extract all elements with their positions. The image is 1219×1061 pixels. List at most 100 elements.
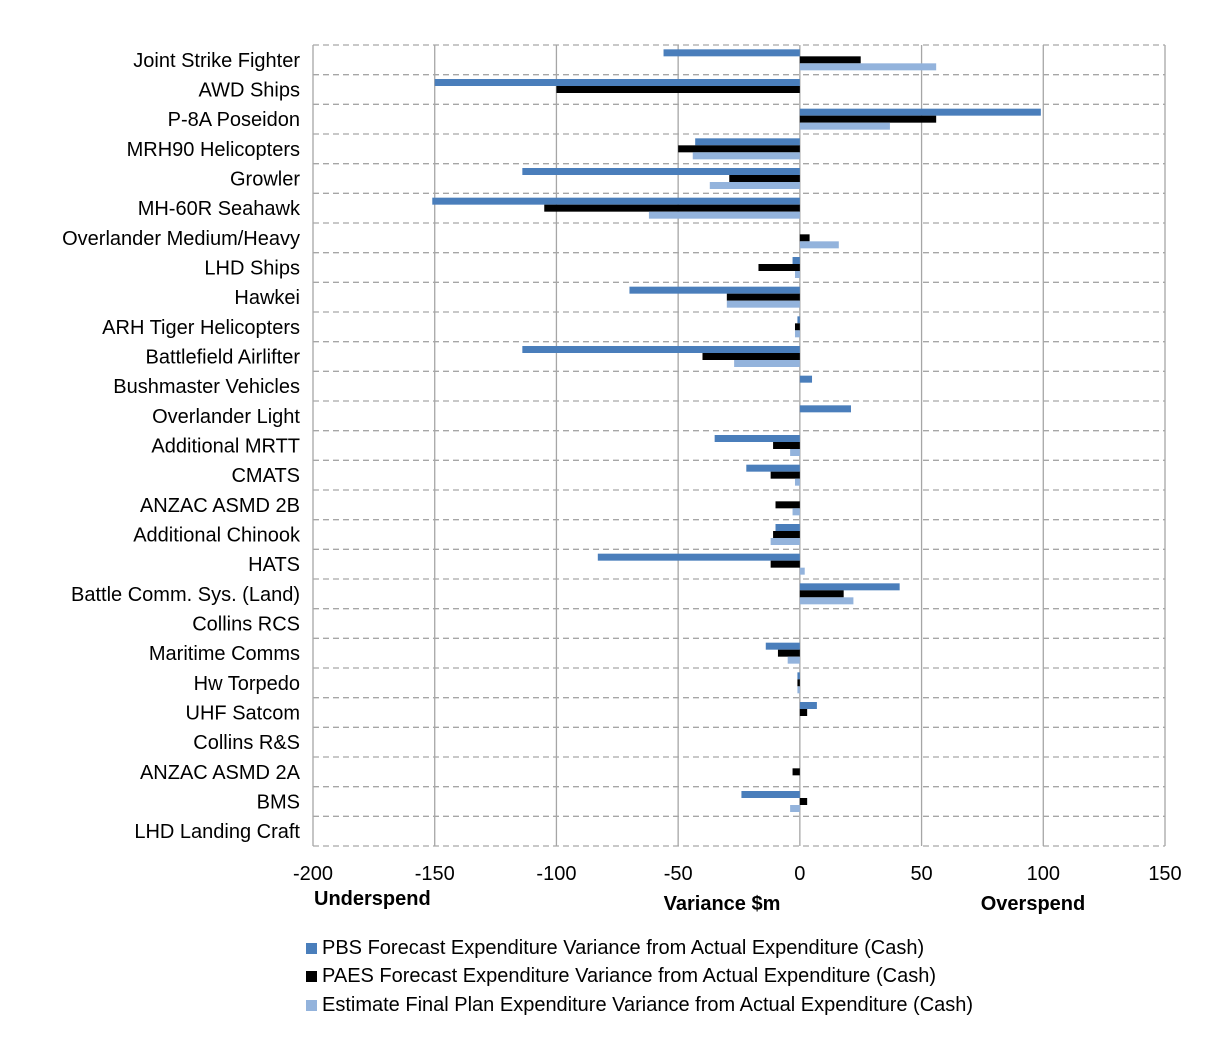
category-label: ANZAC ASMD 2B xyxy=(140,495,300,517)
bar xyxy=(799,709,808,716)
category-label: Growler xyxy=(230,169,300,191)
bar xyxy=(799,590,844,598)
legend-item: Estimate Final Plan Expenditure Variance… xyxy=(306,991,973,1020)
bar xyxy=(522,346,800,353)
x-tick-label: -50 xyxy=(664,863,693,885)
category-label: ANZAC ASMD 2A xyxy=(140,762,301,784)
overspend-label: Overspend xyxy=(981,893,1085,915)
category-label: Overlander Medium/Heavy xyxy=(62,228,300,250)
legend-swatch xyxy=(306,971,317,983)
category-label: Hw Torpedo xyxy=(194,673,300,695)
bar xyxy=(702,353,800,360)
category-label: LHD Ships xyxy=(204,258,300,280)
bar xyxy=(799,108,1041,116)
bar xyxy=(678,145,800,153)
category-label: CMATS xyxy=(231,465,300,487)
x-tick-label: -100 xyxy=(536,863,576,885)
bar xyxy=(799,56,861,64)
bar xyxy=(797,686,800,694)
category-label: HATS xyxy=(248,554,300,576)
grid-lines xyxy=(312,44,1166,847)
bar xyxy=(770,560,800,568)
bar xyxy=(765,642,800,650)
x-tick-label: -200 xyxy=(293,863,333,885)
bar xyxy=(794,330,800,338)
bar xyxy=(799,583,900,591)
bar xyxy=(777,649,800,657)
category-label: LHD Landing Craft xyxy=(134,821,300,843)
bar xyxy=(758,264,800,271)
legend-item: PBS Forecast Expenditure Variance from A… xyxy=(306,934,973,963)
bar xyxy=(797,316,800,324)
bar xyxy=(726,300,800,308)
bar xyxy=(792,768,800,776)
bar xyxy=(434,79,800,86)
bar xyxy=(775,501,800,509)
bar xyxy=(522,168,800,175)
category-label: Collins RCS xyxy=(192,614,300,636)
category-label: AWD Ships xyxy=(198,80,300,102)
category-label: BMS xyxy=(257,792,300,814)
bar xyxy=(775,524,800,531)
x-tick-labels: -200 -150 -100 -50 0 50 100 150 xyxy=(293,863,1182,885)
bar xyxy=(799,115,937,123)
bar xyxy=(770,538,800,545)
bar xyxy=(790,805,800,812)
x-tick-label: 0 xyxy=(794,863,805,885)
bar xyxy=(799,405,851,413)
bar xyxy=(695,138,800,146)
category-label: P-8A Poseidon xyxy=(168,109,300,131)
bar xyxy=(770,471,800,479)
bar xyxy=(709,182,800,189)
bar xyxy=(714,435,800,442)
x-tick-label: 100 xyxy=(1027,863,1060,885)
bar xyxy=(799,798,808,805)
bar xyxy=(544,204,800,212)
legend-label: PAES Forecast Expenditure Variance from … xyxy=(322,965,936,988)
bar xyxy=(726,293,800,301)
legend-swatch xyxy=(306,999,317,1011)
legend-swatch xyxy=(306,942,317,954)
category-label: Hawkei xyxy=(234,287,300,309)
x-axis-title: Variance $m xyxy=(664,893,781,915)
underspend-label: Underspend xyxy=(314,888,431,910)
bar xyxy=(792,257,800,264)
legend-label: PBS Forecast Expenditure Variance from A… xyxy=(322,936,925,959)
bar xyxy=(663,49,800,57)
bar xyxy=(792,508,800,516)
category-label: Battle Comm. Sys. (Land) xyxy=(71,584,300,606)
category-label: UHF Satcom xyxy=(186,703,300,725)
category-label: Additional MRTT xyxy=(151,436,300,458)
bar xyxy=(797,672,800,680)
bar xyxy=(648,211,800,219)
bar xyxy=(432,197,800,205)
bar xyxy=(692,152,800,160)
bar xyxy=(773,531,800,538)
bar xyxy=(773,442,800,449)
bar xyxy=(799,702,817,709)
bar xyxy=(790,449,800,456)
bar xyxy=(597,553,800,561)
bars-layer xyxy=(432,49,1041,812)
category-label: MH-60R Seahawk xyxy=(138,198,301,220)
bar xyxy=(746,464,800,472)
category-label: MRH90 Helicopters xyxy=(127,139,300,161)
bar xyxy=(799,597,854,605)
category-label: Battlefield Airlifter xyxy=(145,347,300,369)
bar xyxy=(729,175,800,182)
category-label: Joint Strike Fighter xyxy=(133,50,300,72)
bar xyxy=(799,63,937,71)
variance-bar-chart: Joint Strike Fighter AWD Ships P-8A Poseid… xyxy=(62,44,1182,915)
category-labels: Joint Strike Fighter AWD Ships P-8A Poseid… xyxy=(62,50,301,843)
category-label: ARH Tiger Helicopters xyxy=(102,317,300,339)
bar xyxy=(734,360,800,367)
x-tick-label: 50 xyxy=(910,863,932,885)
bar xyxy=(741,791,800,798)
category-label: Collins R&S xyxy=(193,732,300,754)
bar xyxy=(799,567,805,575)
bar xyxy=(797,679,800,687)
x-tick-label: 150 xyxy=(1148,863,1181,885)
bar xyxy=(787,656,800,664)
bar xyxy=(799,122,890,130)
